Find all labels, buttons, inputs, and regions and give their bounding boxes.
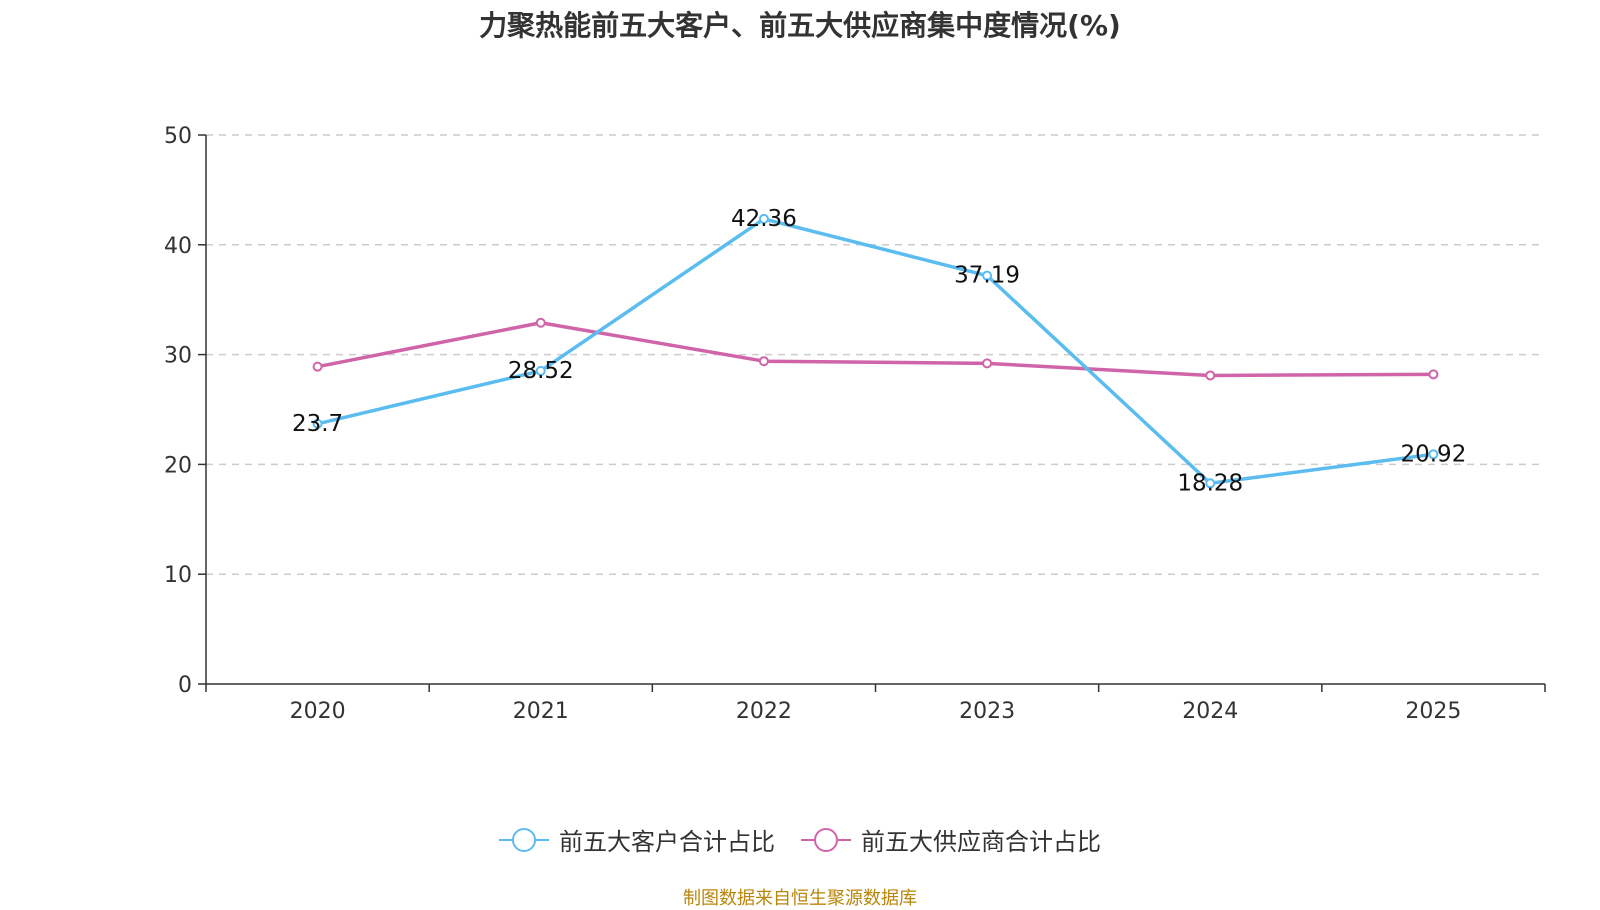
axes: 0 10 20 30 40 50 2020 2021 2022 2023 2024 2025 [164,124,1546,724]
legend-item-customers[interactable]: 前五大客户合计占比 [499,822,775,857]
chart-title: 力聚热能前五大客户、前五大供应商集中度情况(%) [479,9,1121,42]
series-lines [312,213,1439,489]
point-1-2024 [1205,370,1216,381]
legend-item-suppliers[interactable]: 前五大供应商合计占比 [801,822,1101,857]
x-tick-label-2025: 2025 [1405,699,1461,724]
y-tick-label-40: 40 [164,234,192,259]
x-tick-label-2021: 2021 [513,699,569,724]
point-1-2025 [1428,369,1439,380]
source-note: 制图数据来自恒生聚源数据库 [683,888,917,909]
series-line-1 [315,321,1436,378]
point-0-2023 [982,270,993,281]
y-tick-label-20: 20 [164,453,192,478]
data-label-2021: 28.52 [508,358,574,384]
legend-label-suppliers: 前五大供应商合计占比 [861,828,1101,856]
legend: 前五大客户合计占比 前五大供应商合计占比 [0,822,1600,857]
y-tick-label-0: 0 [178,673,192,698]
point-1-2021 [535,317,546,328]
grid-lines [206,134,1545,575]
data-label-2024: 18.28 [1177,470,1243,496]
legend-label-customers: 前五大客户合计占比 [559,828,775,856]
point-0-2021 [535,365,546,376]
point-0-2022 [758,213,769,224]
data-label-2025: 20.92 [1400,441,1466,467]
point-1-2022 [758,356,769,367]
data-labels: 23.7 28.52 42.36 37.19 18.28 20.92 [292,206,1466,496]
y-tick-label-50: 50 [164,124,192,149]
point-1-2020 [312,361,323,372]
y-tick-label-10: 10 [164,563,192,588]
point-0-2025 [1428,449,1439,460]
data-label-2020: 23.7 [292,411,343,437]
legend-marker-customers-icon [499,827,549,853]
point-0-2024 [1205,478,1216,489]
x-tick-label-2020: 2020 [290,699,346,724]
x-tick-label-2023: 2023 [959,699,1015,724]
data-label-2023: 37.19 [954,263,1020,289]
y-tick-label-30: 30 [164,344,192,369]
legend-marker-suppliers-icon [801,827,851,853]
point-1-2023 [982,358,993,369]
data-label-2022: 42.36 [731,206,797,232]
point-0-2020 [312,418,323,429]
x-tick-label-2022: 2022 [736,699,792,724]
x-tick-label-2024: 2024 [1182,699,1238,724]
series-line-0 [315,217,1436,486]
